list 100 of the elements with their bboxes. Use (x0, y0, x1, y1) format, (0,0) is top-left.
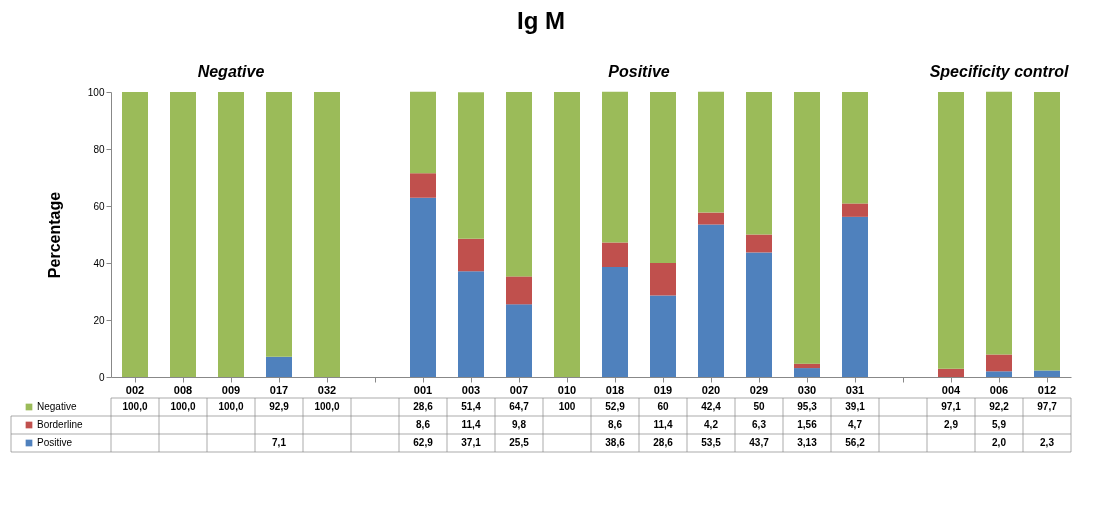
data-label: 28,6 (653, 437, 674, 448)
x-tick-label: 006 (989, 383, 1009, 396)
bar (266, 92, 292, 357)
data-label: 3,13 (797, 437, 818, 448)
bar (410, 173, 436, 198)
data-label: 5,9 (992, 419, 1007, 430)
data-label: 43,7 (749, 437, 770, 448)
bar (218, 92, 244, 377)
data-label: 4,7 (848, 419, 863, 430)
y-tick-label: 0 (98, 371, 105, 383)
data-label: 2,3 (1040, 437, 1055, 448)
bar (650, 92, 676, 263)
x-tick-label: 003 (461, 383, 481, 396)
data-label: 28,6 (413, 401, 434, 412)
bar (794, 363, 820, 369)
x-tick-label: 031 (845, 383, 865, 396)
text: Specificity control (929, 63, 1069, 80)
bar (602, 242, 628, 267)
bar (986, 371, 1012, 377)
data-label: 6,3 (752, 419, 767, 430)
bar (650, 263, 676, 296)
data-label: 37,1 (461, 437, 482, 448)
data-label: 51,4 (461, 401, 482, 412)
bar (506, 276, 532, 305)
bar (410, 91, 436, 174)
bar (314, 92, 340, 377)
data-label: 7,1 (272, 437, 287, 448)
bar (506, 304, 532, 377)
y-tick-label: 40 (93, 257, 105, 269)
data-label: 4,2 (704, 419, 719, 430)
bar (458, 92, 484, 239)
bar (458, 271, 484, 377)
data-label: 62,9 (413, 437, 434, 448)
data-label: 64,7 (509, 401, 530, 412)
x-tick-label: 019 (653, 383, 673, 396)
data-label: 100 (558, 401, 576, 412)
x-tick-label: 029 (749, 383, 769, 396)
bar (698, 91, 724, 213)
x-tick-label: 012 (1037, 383, 1057, 396)
data-label: 1,56 (797, 419, 818, 430)
bar (650, 295, 676, 377)
data-label: 2,9 (944, 419, 959, 430)
data-label: 8,6 (608, 419, 623, 430)
x-tick-label: 010 (557, 383, 577, 396)
bar (746, 252, 772, 377)
legend-label: Negative (37, 401, 77, 412)
y-tick-label: 100 (87, 86, 105, 98)
data-label: 42,4 (701, 401, 722, 412)
data-label: 52,9 (605, 401, 626, 412)
data-label: 97,7 (1037, 401, 1058, 412)
bar (1034, 370, 1060, 377)
x-tick-label: 018 (605, 383, 625, 396)
bar (842, 92, 868, 204)
data-label: 39,1 (845, 401, 866, 412)
data-label: 11,4 (653, 419, 673, 430)
bar (746, 234, 772, 253)
x-tick-label: 009 (221, 383, 241, 396)
bar (842, 216, 868, 377)
data-label: 38,6 (605, 437, 626, 448)
y-tick-label: 80 (93, 143, 105, 155)
data-label: 100,0 (170, 401, 196, 412)
data-label: 53,5 (701, 437, 722, 448)
bar (746, 92, 772, 235)
bar (794, 368, 820, 377)
y-axis-title: Percentage (45, 191, 63, 279)
x-tick-label: 002 (125, 383, 145, 396)
bar (458, 238, 484, 272)
bar (938, 368, 964, 377)
bar (602, 266, 628, 377)
data-label: 97,1 (941, 401, 962, 412)
data-label: 8,6 (416, 419, 431, 430)
x-tick-label: 032 (317, 383, 337, 396)
bar (698, 212, 724, 225)
bar (410, 197, 436, 377)
data-label: 9,8 (512, 419, 527, 430)
x-tick-label: 020 (701, 383, 721, 396)
data-label: 2,0 (992, 437, 1007, 448)
x-tick-label: 004 (941, 383, 962, 396)
y-tick-label: 20 (93, 314, 105, 326)
x-tick-label: 001 (413, 383, 433, 396)
text: Negative (197, 63, 265, 80)
data-label: 100,0 (218, 401, 244, 412)
data-label: 50 (753, 401, 765, 412)
bar (842, 203, 868, 217)
bar (554, 92, 580, 377)
bar (938, 92, 964, 369)
legend-label: Positive (37, 437, 73, 448)
x-tick-label: 007 (509, 383, 529, 396)
bar (986, 354, 1012, 372)
data-label: 100,0 (122, 401, 148, 412)
text: Positive (608, 63, 670, 80)
data-label: 25,5 (509, 437, 530, 448)
chart-title: Ig M (517, 7, 565, 34)
bar (602, 91, 628, 243)
x-tick-label: 017 (269, 383, 289, 396)
x-tick-label: 030 (797, 383, 817, 396)
y-tick-label: 60 (93, 200, 105, 212)
bar (506, 92, 532, 277)
bar (170, 92, 196, 377)
data-label: 92,2 (989, 401, 1010, 412)
